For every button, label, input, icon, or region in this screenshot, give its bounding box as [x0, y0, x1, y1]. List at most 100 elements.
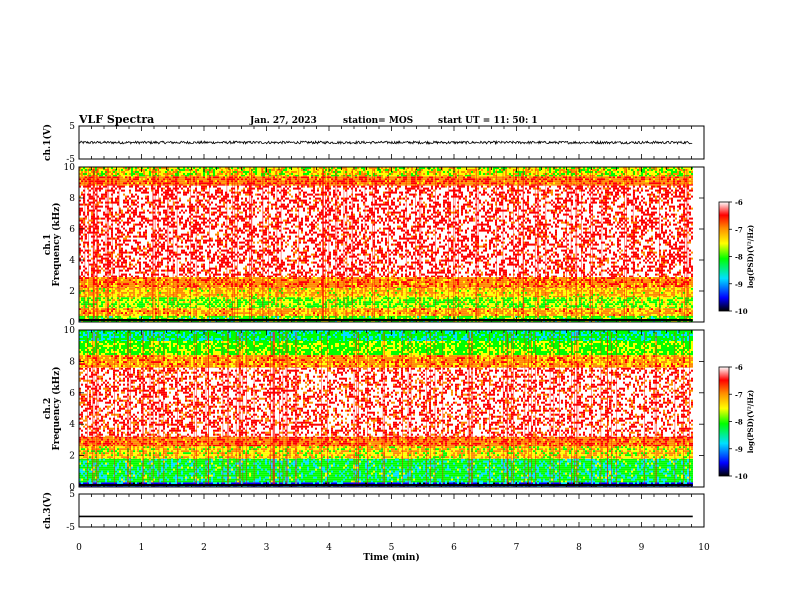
ch1-spectrogram-cell	[211, 316, 213, 318]
ch1-waveform-trace	[79, 141, 692, 144]
ch1-spectrogram-cell	[473, 299, 475, 301]
ch1-spectrogram-cell	[109, 310, 111, 312]
ch1-spectrogram-cell	[147, 314, 149, 316]
ch1-spectrogram-cell	[201, 312, 203, 314]
ch1-spectrogram-cell	[573, 303, 575, 305]
ch1-spectrogram-cell	[551, 303, 553, 305]
ch1-spectrogram-cell	[315, 310, 317, 312]
ch1-spectrogram-cell	[483, 297, 485, 299]
ch1-spectrogram-cell	[129, 305, 131, 307]
ch1-spectrogram-cell	[193, 308, 195, 310]
ch1-spectrogram-cell	[429, 299, 431, 301]
ch1-spectrogram-cell	[175, 307, 177, 308]
ch1-spectrogram-cell	[379, 316, 381, 318]
ch1-spectrogram-cell	[223, 308, 225, 310]
ch1-spectrogram-cell	[269, 303, 271, 305]
ch1-spectrogram-cell	[549, 301, 551, 303]
ch1-spectrogram-cell	[653, 310, 655, 312]
ch1-spectrogram-cell	[81, 305, 83, 307]
ch1-spectrogram-cell	[381, 310, 383, 312]
ch1-spectrogram-cell	[541, 299, 543, 301]
ch1-spectrogram-cell	[311, 316, 313, 318]
ch1-spectrogram-cell	[677, 299, 679, 301]
ch1-spectrogram-cell	[605, 310, 607, 312]
ch1-spectrogram-cell	[163, 303, 165, 305]
ch1-spectrogram-cell	[347, 307, 349, 308]
ch1-spectrogram-cell	[319, 303, 321, 305]
ch1-spectrogram-cell	[113, 316, 115, 318]
ch1-spectrogram-cell	[311, 299, 313, 301]
ch1-spectrogram-cell	[125, 312, 127, 314]
ch1-spectrogram-cell	[549, 312, 551, 314]
ch1-spectrogram-cell	[91, 312, 93, 314]
ch1-spectrogram-cell	[557, 303, 559, 305]
ch1-spectrogram-cell	[219, 312, 221, 314]
ch1-spectrogram-cell	[421, 307, 423, 308]
ch1-spectrogram-cell	[207, 307, 209, 308]
ch1-spectrogram-cell	[347, 299, 349, 301]
ch1-spectrogram-cell	[587, 308, 589, 310]
ch1-spectrogram-cell	[381, 301, 383, 303]
ch1-spectrogram-cell	[393, 312, 395, 314]
ch1-spectrogram-cell	[299, 301, 301, 303]
ch1-spectrogram-cell	[479, 308, 481, 310]
ch1-spectrogram-cell	[221, 303, 223, 305]
ch1-spectrogram-cell	[113, 297, 115, 299]
ch1-spectrogram-cell	[397, 308, 399, 310]
ch1-spectrogram-cell	[197, 310, 199, 312]
ch1-spectrogram-cell	[627, 303, 629, 305]
ch1-spectrogram-cell	[243, 310, 245, 312]
ch1-spectrogram-cell	[531, 310, 533, 312]
ch1-spectrogram-cell	[241, 303, 243, 305]
ch1-spectrogram-cell	[439, 299, 441, 301]
ch1-spectrogram-cell	[443, 310, 445, 312]
ch1-spectrogram-cell	[427, 314, 429, 316]
ch1-spectrogram-cell	[367, 310, 369, 312]
ch1-spectrogram-cell	[91, 297, 93, 299]
ch1-spectrogram-cell	[619, 303, 621, 305]
ch1-spectrogram-cell	[113, 303, 115, 305]
ch1-spectrogram-cell	[113, 310, 115, 312]
ch1-spectrogram-cell	[241, 297, 243, 299]
ch1-spectrogram-cell	[531, 305, 533, 307]
ch1-spectrogram-cell	[253, 297, 255, 299]
ch1-spectrogram-cell	[397, 312, 399, 314]
ch1-spectrogram-cell	[539, 305, 541, 307]
ch1-spectrogram-cell	[235, 301, 237, 303]
ch1-spectrogram-cell	[567, 308, 569, 310]
ch1-spectrogram-cell	[389, 297, 391, 299]
ch1-spectrogram-cell	[139, 303, 141, 305]
ch1-spectrogram-cell	[329, 303, 331, 305]
ch1-spectrogram-cell	[305, 314, 307, 316]
ch1-spectrogram-cell	[191, 308, 193, 310]
ch1-spectrogram-cell	[117, 314, 119, 316]
ch1-spectrogram-cell	[355, 299, 357, 301]
ch1-spectrogram-cell	[317, 303, 319, 305]
ch1-spectrogram-cell	[551, 305, 553, 307]
ch1-spectrogram-cell	[507, 299, 509, 301]
ch1-spectrogram-cell	[663, 297, 665, 299]
ch1-spectrogram-cell	[499, 297, 501, 299]
ch1-spectrogram-cell	[147, 299, 149, 301]
ch1-spectrogram-cell	[227, 299, 229, 301]
ch1-spectrogram-cell	[647, 312, 649, 314]
ch1-spectrogram-cell	[637, 305, 639, 307]
ch1-spectrogram-cell	[427, 308, 429, 310]
ch1-spectrogram-cell	[369, 299, 371, 301]
ch1-spectrogram-cell	[429, 297, 431, 299]
ch1-spectrogram-cell	[121, 314, 123, 316]
ch1-spectrogram-cell	[561, 316, 563, 318]
ch1-spectrogram-cell	[641, 303, 643, 305]
ch1-spectrogram-cell	[175, 299, 177, 301]
ch1-spectrogram-cell	[221, 307, 223, 308]
ch1-spectrogram-cell	[317, 305, 319, 307]
ch1-spectrogram-cell	[369, 310, 371, 312]
ch1-spectrogram-cell	[349, 297, 351, 299]
ch1-spectrogram-cell	[247, 314, 249, 316]
ch1-spectrogram-cell	[291, 301, 293, 303]
ch1-spectrogram-cell	[389, 314, 391, 316]
ch1-spectrogram-cell	[469, 297, 471, 299]
ch1-spectrogram-cell	[279, 305, 281, 307]
ch1-spectrogram-cell	[133, 316, 135, 318]
ch1-spectrogram-cell	[509, 308, 511, 310]
